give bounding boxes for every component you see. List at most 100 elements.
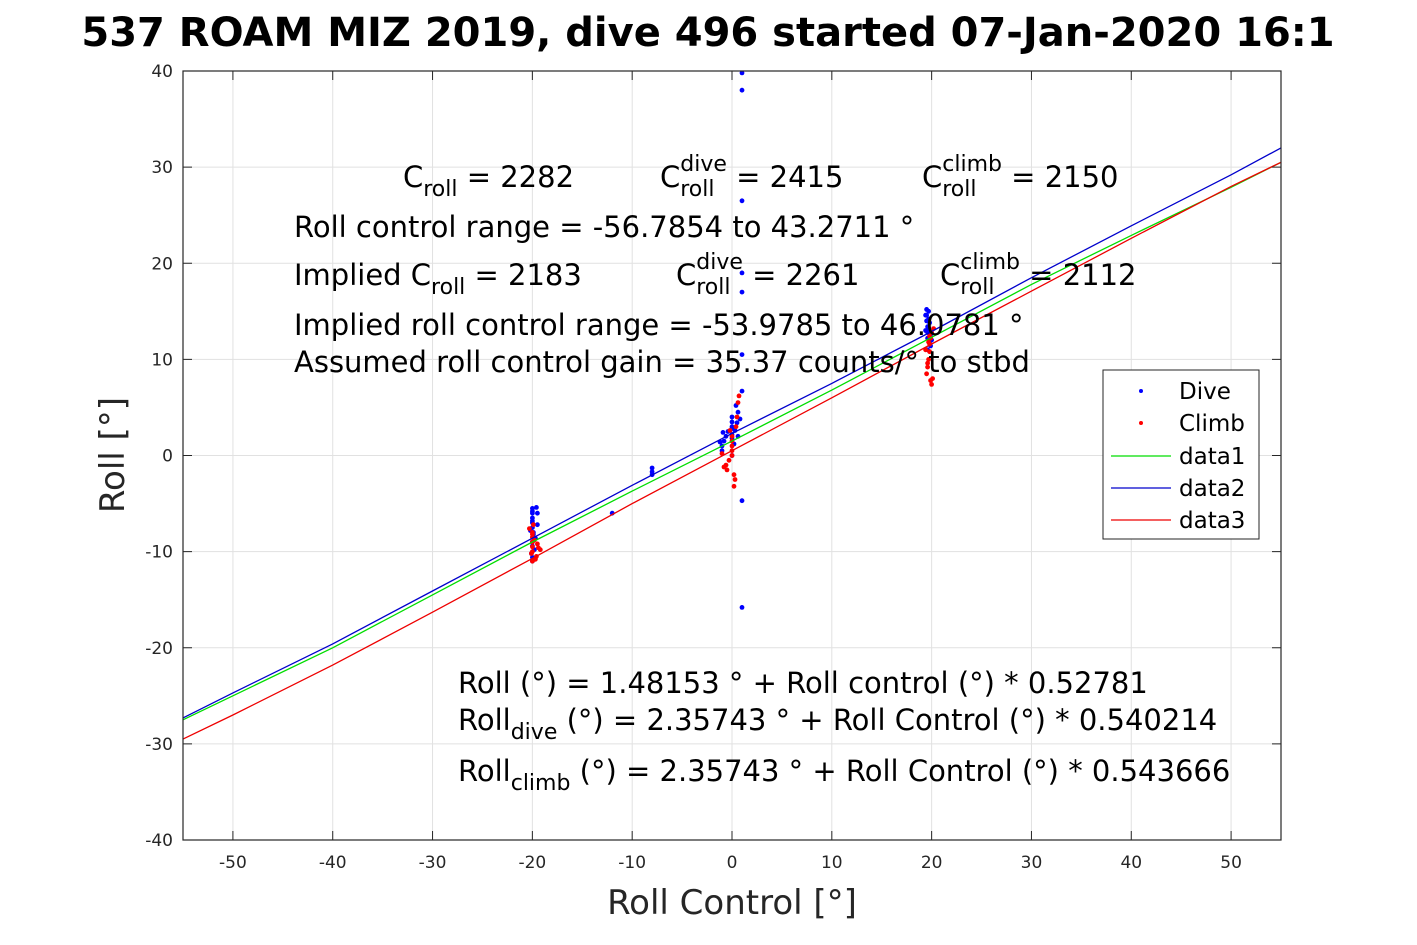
climb-point — [727, 428, 733, 433]
annotation-run: (°) = 2.35743 ° + Roll Control (°) * 0.5… — [557, 703, 1217, 737]
dive-point — [729, 414, 735, 420]
x-axis-label: Roll Control [°] — [607, 883, 857, 923]
annotation-subscript: climb — [511, 771, 571, 796]
x-tick-label: -10 — [618, 853, 646, 873]
axes-frame — [182, 70, 1282, 841]
tick-labels: -50 -40 -30 -20 -10 0 10 20 30 40 50 -40 -30 -20 -10 0 1… — [145, 62, 1242, 873]
climb-point — [732, 477, 738, 482]
series-layer — [182, 70, 1282, 740]
chart-title: 537 ROAM MIZ 2019, dive 496 started 07-J… — [81, 10, 1334, 56]
annotation-run: (°) = 2.35743 ° + Roll Control (°) * 0.5… — [570, 754, 1230, 788]
dive-point — [729, 419, 735, 425]
annotation-run: Roll control range = -56.7854 to 43.2711… — [294, 210, 914, 244]
y-tick-label: -10 — [145, 543, 173, 563]
climb-point — [726, 457, 732, 463]
climb-point — [927, 349, 932, 355]
annotation-subscript: roll — [696, 275, 730, 300]
climb-point — [926, 357, 931, 362]
annotation-superscript: climb — [960, 250, 1020, 275]
annotation-run: C — [922, 160, 942, 194]
x-tick-label: 40 — [1120, 853, 1142, 873]
annotation-run: = 2150 — [1002, 160, 1119, 194]
climb-point — [736, 393, 742, 399]
climb-point — [734, 414, 740, 420]
climb-point — [535, 541, 540, 547]
dive-point — [739, 289, 745, 295]
dive-point — [927, 320, 932, 326]
series-line-data3 — [182, 161, 1282, 740]
dive-point — [739, 87, 745, 93]
dive-point — [735, 409, 741, 415]
annotation-run: Roll — [458, 703, 511, 737]
dive-point — [926, 316, 931, 322]
annotation-run: = 2183 — [465, 258, 582, 292]
y-tick-label: -30 — [145, 735, 173, 755]
dive-point — [721, 438, 727, 444]
annotation-text: Implied Croll = 2183 — [294, 258, 582, 300]
climb-point — [733, 424, 739, 430]
annotation-text: Cclimb roll = 2112 — [940, 250, 1137, 300]
annotation-run: = 2261 — [743, 258, 860, 292]
annotation-subscript: roll — [942, 177, 976, 202]
axes-box — [182, 70, 1282, 841]
dive-point — [720, 430, 726, 435]
annotation-run: Implied roll control range = -53.9785 to… — [294, 308, 1024, 342]
x-tick-label: 30 — [1021, 853, 1043, 873]
annotation-text: Croll = 2282 — [403, 160, 574, 202]
annotation-text: Cdive roll = 2261 — [676, 250, 859, 300]
legend-label-dive: Dive — [1179, 379, 1231, 405]
x-tick-label: 10 — [821, 853, 843, 873]
dive-point — [649, 465, 655, 471]
series-points-dive — [528, 70, 934, 610]
annotation-subscript: dive — [511, 720, 558, 745]
dive-point — [534, 505, 539, 510]
dive-point — [535, 522, 540, 528]
climb-point — [924, 371, 929, 377]
annotation-run: Implied C — [294, 258, 431, 292]
climb-point — [929, 382, 934, 387]
dive-point — [739, 498, 745, 504]
annotation-subscript: roll — [423, 177, 457, 202]
annotation-text: Roll control range = -56.7854 to 43.2711… — [294, 210, 914, 244]
climb-point — [729, 443, 735, 449]
x-tick-label: 20 — [921, 853, 943, 873]
dive-point — [923, 328, 928, 333]
climb-point — [721, 464, 727, 470]
annotation-run: Roll — [458, 754, 511, 788]
x-tick-label: -30 — [419, 853, 447, 873]
climb-point — [536, 545, 541, 551]
annotation-text: Roll (°) = 1.48153 ° + Roll control (°) … — [458, 666, 1148, 700]
annotations: Croll = 2282 Cdive roll = 2415 Cclimb roll =… — [294, 152, 1230, 796]
y-tick-label: -40 — [145, 831, 173, 851]
y-tick-label: 30 — [151, 158, 173, 178]
x-tick-label: 50 — [1220, 853, 1242, 873]
legend-label-data3: data3 — [1179, 508, 1245, 534]
y-tick-label: 10 — [151, 350, 173, 370]
climb-point — [925, 364, 930, 370]
climb-point — [527, 526, 532, 531]
climb-point — [530, 544, 535, 550]
climb-point — [926, 339, 931, 345]
climb-point — [925, 360, 930, 366]
climb-point — [729, 453, 735, 458]
y-axis-label: Roll [°] — [93, 397, 133, 513]
x-tick-label: -50 — [219, 853, 247, 873]
x-tick-label: 0 — [727, 853, 738, 873]
series-line-data1 — [182, 161, 1282, 721]
dive-point — [926, 308, 931, 314]
annotation-text: Rollclimb (°) = 2.35743 ° + Roll Control… — [458, 754, 1230, 796]
legend: Dive Climb data1 data2 data3 — [1102, 369, 1260, 540]
annotation-text: Assumed roll control gain = 35.37 counts… — [294, 345, 1030, 379]
legend-box — [1102, 369, 1260, 540]
annotation-run: C — [403, 160, 423, 194]
annotation-run: C — [660, 160, 680, 194]
climb-point — [529, 551, 534, 556]
series-points-climb — [527, 326, 936, 564]
climb-point — [731, 472, 737, 478]
dive-point — [739, 352, 745, 357]
annotation-run: Roll (°) = 1.48153 ° + Roll control (°) … — [458, 666, 1148, 700]
annotation-text: Implied roll control range = -53.9785 to… — [294, 308, 1024, 342]
annotation-run: = 2415 — [727, 160, 844, 194]
annotation-superscript: climb — [942, 152, 1002, 177]
